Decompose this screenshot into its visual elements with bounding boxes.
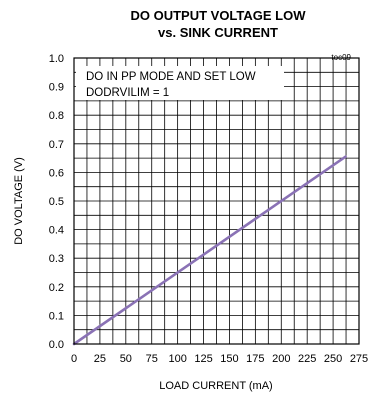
x-tick-label: 275 <box>350 353 368 365</box>
y-tick-labels: 0.0 0.1 0.2 0.3 0.4 0.5 0.6 0.7 0.8 0.9 1.0 <box>49 53 64 351</box>
annotation-line-2: DODRVILIM = 1 <box>86 87 169 99</box>
annotation-line-1: DO IN PP MODE AND SET LOW <box>86 71 256 83</box>
x-tick-label: 150 <box>220 353 238 365</box>
x-tick-label: 100 <box>168 353 186 365</box>
x-tick-label: 125 <box>194 353 212 365</box>
y-tick-label: 0.8 <box>49 110 64 122</box>
y-tick-label: 1.0 <box>49 53 64 65</box>
x-tick-label: 25 <box>94 353 106 365</box>
y-tick-label: 0.4 <box>49 225 64 237</box>
grid <box>74 58 359 344</box>
y-tick-label: 0.7 <box>49 139 64 151</box>
x-tick-label: 75 <box>146 353 158 365</box>
y-tick-label: 0.1 <box>49 310 64 322</box>
x-tick-label: 250 <box>324 353 342 365</box>
y-tick-label: 0.2 <box>49 282 64 294</box>
chart-subtitle: vs. SINK CURRENT <box>158 25 278 40</box>
annotation-box <box>76 66 284 100</box>
x-tick-label: 175 <box>246 353 264 365</box>
y-tick-label: 0.0 <box>49 339 64 351</box>
x-tick-label: 50 <box>120 353 132 365</box>
plot-frame <box>73 57 360 345</box>
series-group <box>72 155 347 346</box>
y-tick-label: 0.6 <box>49 167 64 179</box>
x-tick-label: 0 <box>71 353 77 365</box>
chart-title: DO OUTPUT VOLTAGE LOW <box>130 8 306 23</box>
y-tick-label: 0.9 <box>49 82 64 94</box>
y-tick-label: 0.3 <box>49 253 64 265</box>
x-tick-label: 200 <box>272 353 290 365</box>
series-line <box>72 155 347 346</box>
x-tick-label: 225 <box>298 353 316 365</box>
y-axis-label: DO VOLTAGE (V) <box>13 157 25 245</box>
x-tick-labels: 0 25 50 75 100 125 150 175 200 225 250 275 <box>71 353 368 365</box>
y-tick-label: 0.5 <box>49 196 64 208</box>
x-axis-label: LOAD CURRENT (mA) <box>159 380 272 392</box>
